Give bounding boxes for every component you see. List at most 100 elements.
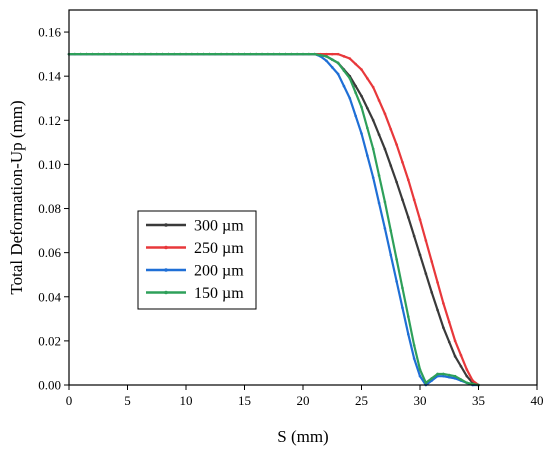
data-point <box>447 320 451 324</box>
data-point <box>243 52 246 56</box>
data-point <box>249 52 252 56</box>
data-point <box>377 174 381 177</box>
legend-item: 250 µm <box>146 240 244 257</box>
data-point <box>313 52 317 56</box>
data-point <box>418 253 422 257</box>
data-point <box>459 378 463 381</box>
data-point <box>284 52 287 56</box>
data-point <box>190 52 194 56</box>
data-point <box>459 353 463 357</box>
data-point <box>395 180 398 184</box>
data-point <box>430 291 434 294</box>
data-point <box>354 91 357 95</box>
data-point <box>360 68 363 71</box>
data-point <box>442 326 445 329</box>
legend-marker <box>164 245 168 250</box>
data-point <box>213 52 217 56</box>
data-point <box>360 94 363 98</box>
data-point <box>430 260 434 263</box>
data-point <box>465 374 469 378</box>
x-axis-label: S (mm) <box>277 427 328 446</box>
data-point <box>173 52 176 56</box>
data-point <box>389 164 393 167</box>
data-point <box>260 52 264 56</box>
x-tick-label: 35 <box>472 393 485 408</box>
data-point <box>79 52 82 56</box>
y-tick-label: 0.00 <box>38 378 61 393</box>
plot-frame <box>68 9 538 386</box>
data-point <box>330 52 334 56</box>
data-point <box>366 126 369 130</box>
data-point <box>155 52 159 56</box>
data-point <box>418 218 422 221</box>
data-point <box>319 53 322 57</box>
data-point <box>114 52 118 56</box>
series-200-m <box>67 52 480 387</box>
data-point <box>330 66 334 69</box>
data-point <box>395 280 398 283</box>
data-point <box>383 227 387 230</box>
data-point <box>366 154 369 157</box>
data-point <box>208 52 211 56</box>
data-point <box>354 62 357 66</box>
x-tick-label: 5 <box>124 393 131 408</box>
data-point <box>301 52 305 56</box>
data-point <box>342 55 346 58</box>
y-tick-label: 0.02 <box>38 333 61 348</box>
data-point <box>412 357 416 360</box>
data-point <box>371 147 375 151</box>
data-point <box>196 52 199 56</box>
series-layer <box>67 52 480 387</box>
data-point <box>360 132 363 135</box>
data-point <box>137 52 141 56</box>
data-point <box>465 381 469 385</box>
series-line <box>69 53 479 387</box>
data-point <box>389 229 393 232</box>
data-point <box>178 52 182 56</box>
data-point <box>231 52 235 56</box>
data-point <box>348 77 352 80</box>
data-point <box>407 216 410 219</box>
data-point <box>436 372 439 376</box>
data-point <box>459 364 463 368</box>
data-point <box>447 340 451 344</box>
legend-label: 300 µm <box>194 218 244 235</box>
data-point <box>401 160 404 164</box>
y-tick-label: 0.14 <box>38 69 61 84</box>
data-point <box>360 105 363 109</box>
data-point <box>354 114 357 118</box>
data-point <box>91 52 94 56</box>
legend-marker <box>164 223 168 227</box>
data-point <box>424 272 428 275</box>
data-point <box>272 52 276 56</box>
data-point <box>453 374 457 378</box>
data-point <box>342 69 346 72</box>
data-point <box>447 375 451 379</box>
data-point <box>465 368 469 371</box>
data-point <box>453 355 457 358</box>
series-line <box>69 53 479 387</box>
data-point <box>442 372 445 376</box>
data-point <box>295 52 299 56</box>
data-point <box>366 77 369 80</box>
x-tick-label: 25 <box>355 393 368 408</box>
data-point <box>167 52 170 56</box>
data-point <box>184 52 188 56</box>
data-point <box>389 253 393 257</box>
data-point <box>371 176 375 179</box>
ticks-layer: 0 5 10 15 20 25 30 35 40 0.00 0.02 0.04 0.06 0.08 0.10… <box>38 25 543 408</box>
data-point <box>278 52 281 56</box>
legend: 300 µm 250 µm 200 µm 150 µm <box>137 210 257 310</box>
data-point <box>389 127 393 131</box>
data-point <box>371 118 375 122</box>
data-point <box>219 52 223 56</box>
x-tick-label: 30 <box>414 393 427 408</box>
data-point <box>407 332 410 336</box>
y-tick-label: 0.04 <box>38 289 61 304</box>
data-point <box>336 61 340 65</box>
data-point <box>383 112 387 115</box>
data-point <box>73 52 77 56</box>
data-point <box>266 52 270 56</box>
data-point <box>143 52 147 56</box>
data-point <box>325 55 328 58</box>
